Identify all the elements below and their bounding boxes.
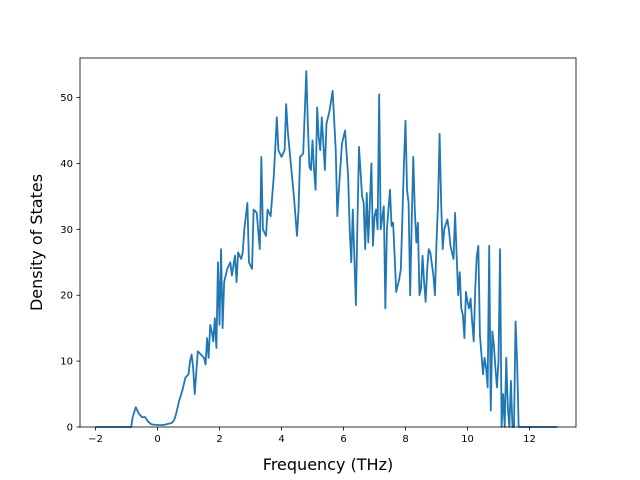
x-tick-label: −2 [88,434,103,445]
x-axis-label: Frequency (THz) [263,455,393,474]
y-tick-label: 10 [60,357,73,368]
y-axis-ticks: 0 10 20 30 40 50 [60,93,80,434]
x-tick-label: 4 [278,434,284,445]
plot-frame [79,57,577,428]
y-tick-label: 40 [60,159,73,170]
x-tick-label: 12 [523,434,536,445]
chart-marks [95,70,558,428]
x-tick-label: 8 [402,434,408,445]
dos-series-line-0 [95,70,558,428]
y-tick-label: 20 [60,291,73,302]
y-tick-label: 0 [67,423,73,434]
x-tick-label: 10 [461,434,474,445]
x-axis-ticks: −2 0 2 4 6 8 10 12 [88,427,536,445]
y-tick-label: 30 [60,225,73,236]
x-tick-label: 6 [340,434,346,445]
y-axis-label: Density of States [27,174,46,311]
y-tick-label: 50 [60,93,73,104]
x-tick-label: 0 [154,434,160,445]
x-tick-label: 2 [216,434,222,445]
